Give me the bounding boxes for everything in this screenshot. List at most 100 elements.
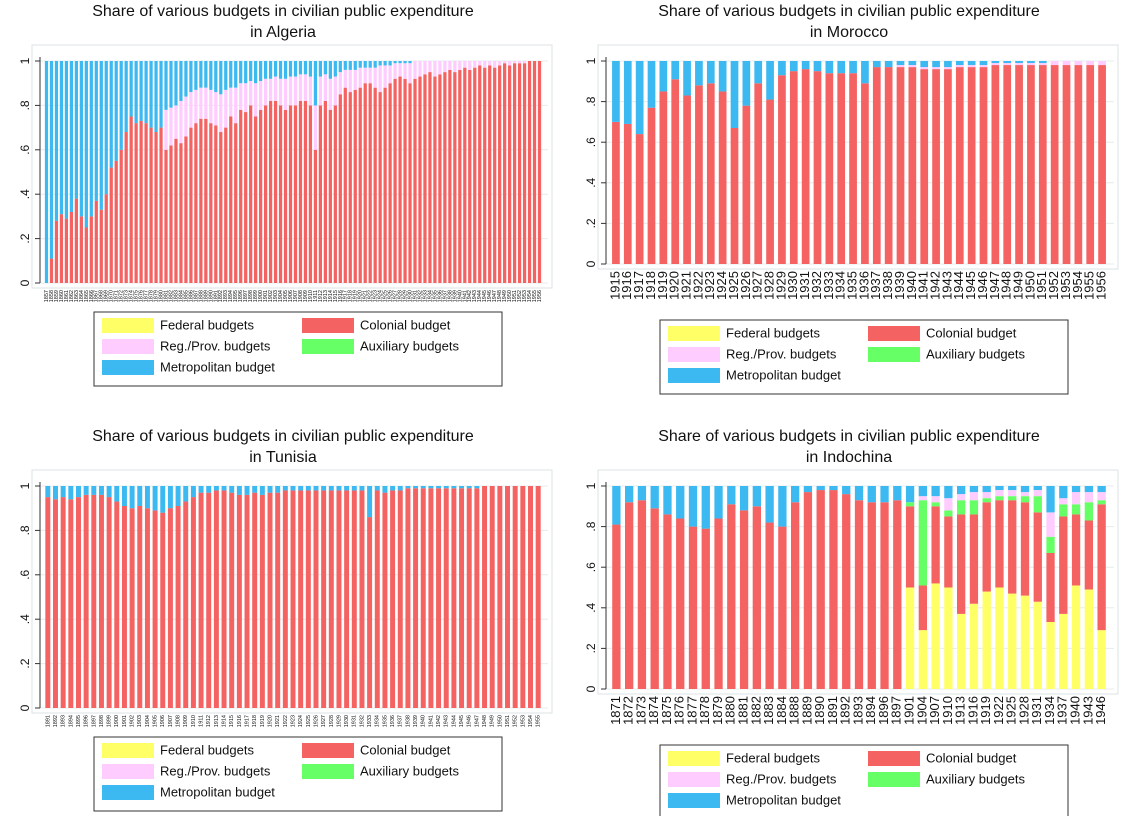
bar-segment: [383, 87, 387, 283]
legend-item: Colonial budget: [868, 325, 1017, 341]
bar-segment: [94, 61, 98, 201]
bar-segment: [849, 61, 857, 74]
x-tick-label: 1923: [373, 290, 379, 302]
bar-segment: [459, 488, 465, 708]
bar-segment: [896, 67, 905, 264]
bar-segment: [944, 510, 953, 517]
bar-segment: [1098, 61, 1106, 66]
bar-segment: [635, 61, 644, 135]
x-tick-label: 1893: [61, 715, 67, 727]
bar-segment: [336, 486, 342, 491]
bar-segment: [144, 508, 150, 708]
bar-segment: [313, 486, 319, 491]
bar-segment: [388, 65, 392, 84]
bar-segment: [219, 61, 223, 95]
bar-segment: [635, 134, 644, 264]
bar-segment: [1050, 61, 1059, 66]
bar-segment: [344, 486, 350, 491]
bar-segment: [99, 61, 103, 210]
bar-segment: [268, 100, 273, 284]
bar-segment: [109, 61, 113, 168]
bar-segment: [363, 83, 367, 283]
bar-segment: [229, 492, 235, 708]
x-tick-label: 1948: [497, 290, 503, 302]
bar-segment: [1015, 61, 1023, 64]
bar-segment: [83, 494, 89, 708]
bar-segment: [359, 486, 365, 491]
bar-segment: [612, 121, 620, 265]
bar-segment: [259, 61, 263, 81]
bar-segment: [60, 486, 66, 498]
bar-segment: [194, 89, 198, 124]
x-tick-label: 1879: [710, 696, 725, 725]
bar-segment: [91, 486, 97, 495]
legend-item: Colonial budget: [868, 750, 1017, 766]
bar-segment: [436, 488, 442, 708]
bar-segment: [104, 194, 108, 283]
x-tick-label: 1936: [437, 290, 443, 302]
bar-segment: [623, 123, 632, 265]
x-tick-label: 1931: [352, 715, 358, 727]
x-tick-label: 1866: [89, 290, 95, 302]
bar-segment: [789, 71, 798, 265]
bar-segment: [718, 91, 727, 264]
bar-segment: [408, 63, 412, 84]
bar-segment: [129, 116, 133, 283]
x-tick-label: 1871: [114, 290, 120, 302]
legend-label: Federal budgets: [726, 325, 820, 340]
x-tick-label: 1876: [139, 290, 145, 302]
bar-segment: [179, 143, 183, 283]
x-tick-label: 1867: [94, 290, 100, 302]
bar-segment: [214, 61, 218, 93]
x-tick-label: 1956: [1094, 271, 1109, 300]
bar-segment: [214, 125, 218, 283]
bar-segment: [183, 486, 189, 502]
y-tick-label: .6: [18, 569, 32, 579]
plot-frame: [31, 44, 553, 289]
bar-segment: [1027, 65, 1035, 264]
bar-segment: [701, 528, 710, 689]
bar-segment: [321, 486, 327, 491]
x-tick-label: 1929: [403, 290, 409, 302]
bar-segment: [318, 76, 323, 106]
bar-segment: [408, 83, 412, 283]
x-tick-label: 1933: [367, 715, 373, 727]
x-tick-label: 1913: [323, 290, 329, 302]
bar-segment: [49, 258, 54, 283]
bar-segment: [1050, 65, 1059, 264]
bar-segment: [179, 100, 183, 144]
bar-segment: [453, 72, 457, 283]
bar-segment: [520, 486, 526, 708]
legend-label: Auxiliary budgets: [360, 763, 459, 778]
x-tick-label: 1943: [472, 290, 478, 302]
bar-segment: [91, 494, 97, 708]
x-tick-label: 1937: [442, 290, 448, 302]
bar-segment: [957, 486, 966, 495]
bar-segment: [508, 65, 512, 283]
x-tick-label: 1873: [633, 696, 648, 725]
bar-segment: [955, 65, 964, 68]
bar-segment: [1074, 65, 1083, 264]
bar-segment: [1084, 492, 1093, 503]
x-tick-label: 1897: [91, 715, 97, 727]
bar-segment: [268, 61, 273, 79]
bar-segment: [160, 512, 166, 708]
bar-segment: [403, 78, 407, 283]
bar-segment: [418, 61, 422, 77]
bar-segment: [896, 65, 905, 68]
bar-segment: [1074, 61, 1083, 66]
x-tick-label: 1868: [99, 290, 105, 302]
bar-segment: [137, 505, 143, 708]
bar-segment: [944, 61, 952, 68]
bar-segment: [194, 61, 198, 90]
x-tick-label: 1927: [750, 271, 765, 300]
bar-segment: [249, 61, 253, 81]
bar-segment: [206, 492, 212, 708]
bar-segment: [1033, 490, 1042, 497]
bar-segment: [283, 109, 288, 283]
x-tick-label: 1890: [812, 696, 827, 725]
bar-segment: [474, 488, 480, 708]
bar-segment: [1003, 65, 1012, 264]
x-tick-label: 1949: [502, 290, 508, 302]
bar-segment: [139, 61, 143, 121]
